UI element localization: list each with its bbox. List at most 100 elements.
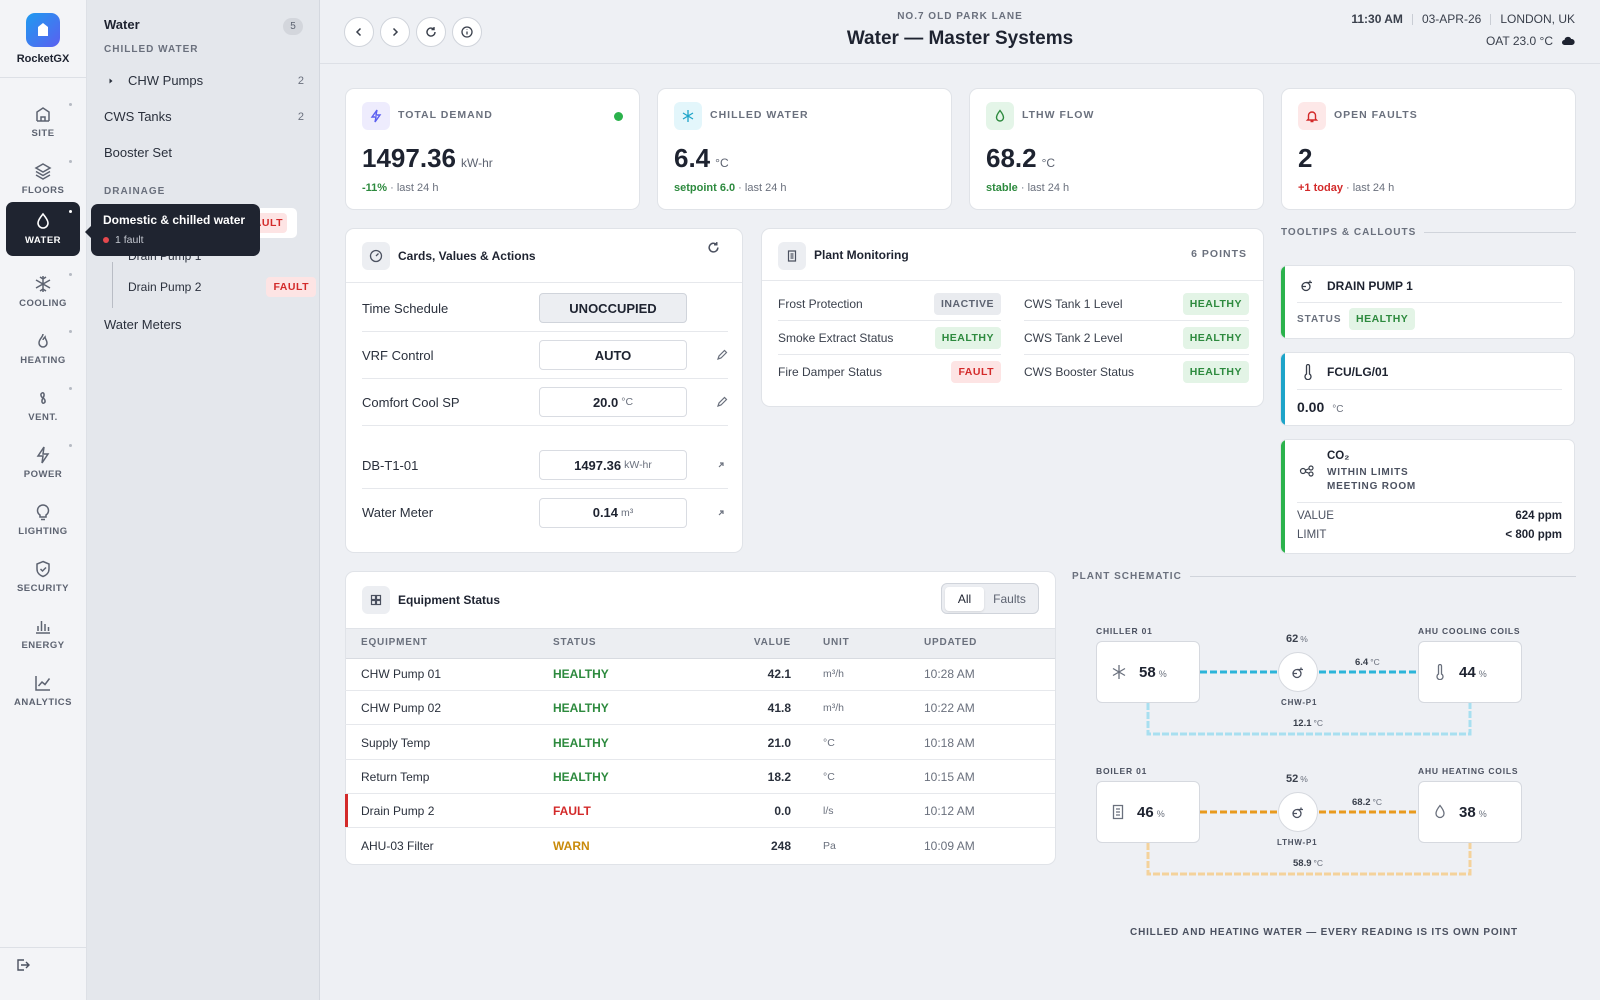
comfort-cool-value[interactable]: 20.0 °C (539, 387, 687, 417)
rail-item-water[interactable]: WATER (6, 202, 80, 256)
kpi-foot: · last 24 h (1342, 182, 1395, 194)
filter-all-button[interactable]: All (945, 586, 984, 611)
kpi-card-total-demand[interactable]: TOTAL DEMAND 1497.36 kW-hr -11% · last 24… (345, 88, 640, 210)
section-title-schematic: PLANT SCHEMATIC (1072, 571, 1576, 582)
subnav-item-booster[interactable]: Booster Set (104, 145, 304, 160)
rail-item-security[interactable]: SECURITY (6, 550, 80, 604)
callout-co2[interactable]: CO₂ WITHIN LIMITS MEETING ROOM VALUE 624… (1280, 439, 1575, 554)
table-row[interactable]: Supply Temp HEALTHY 21.0 °C 10:18 AM (345, 726, 1055, 760)
subnav-title: Water (104, 17, 140, 32)
kpi-unit: kW-hr (460, 156, 493, 170)
rail-item-lighting[interactable]: LIGHTING (6, 493, 80, 547)
equipment-name: CHW Pump 01 (361, 667, 442, 681)
rail-item-analytics[interactable]: ANALYTICS (6, 664, 80, 718)
edit-button[interactable] (716, 396, 728, 408)
kpi-card-lthw-flow[interactable]: LTHW FLOW 68.2 °C stable · last 24 h (969, 88, 1264, 210)
db-t1-01-value[interactable]: 1497.36 kW-hr (539, 450, 687, 480)
chw-flow-temp: 6.4 °C (1355, 657, 1380, 668)
flame-icon (38, 333, 48, 348)
column-header[interactable]: EQUIPMENT (361, 637, 428, 648)
subnav-item-cws-tanks[interactable]: CWS Tanks 2 (104, 109, 304, 124)
column-header[interactable]: VALUE (753, 637, 791, 648)
column-header[interactable]: STATUS (553, 637, 597, 648)
subnav-item-chw-pumps[interactable]: CHW Pumps 2 (104, 73, 304, 88)
column-header[interactable]: UNIT (823, 637, 850, 648)
callout-drain-pump-1[interactable]: DRAIN PUMP 1 STATUS HEALTHY (1280, 265, 1575, 339)
rail-item-cooling[interactable]: COOLING (6, 265, 80, 319)
rail-label: LIGHTING (18, 526, 68, 537)
kpi-card-chilled-water[interactable]: CHILLED WATER 6.4 °C setpoint 6.0 · last … (657, 88, 952, 210)
outside-temp: OAT 23.0 °C (1486, 34, 1575, 48)
chw-p1-pump[interactable] (1278, 652, 1318, 692)
plant-row[interactable]: CWS Booster Status HEALTHY (1024, 355, 1249, 389)
plant-row[interactable]: Frost Protection INACTIVE (778, 287, 1001, 321)
pencil-icon (717, 396, 728, 407)
rail-item-floors[interactable]: FLOORS (6, 152, 80, 206)
snowflake-icon (35, 276, 51, 292)
logout-button[interactable] (0, 947, 87, 1000)
info-button[interactable] (452, 17, 482, 47)
rail-item-energy[interactable]: ENERGY (6, 607, 80, 661)
subnav-item-water-meters[interactable]: Water Meters (104, 317, 304, 332)
temp-value: 58.9 (1293, 858, 1312, 869)
rail-item-site[interactable]: SITE (6, 95, 80, 149)
pump-icon (1292, 807, 1303, 819)
kpi-card-open-faults[interactable]: OPEN FAULTS 2 +1 today · last 24 h (1281, 88, 1576, 210)
pump-unit: % (1300, 774, 1308, 784)
refresh-button[interactable] (416, 17, 446, 47)
ahu-heating-node[interactable]: 38% (1418, 781, 1522, 843)
plant-row[interactable]: Fire Damper Status FAULT (778, 355, 1001, 389)
droplet-icon (986, 102, 1014, 130)
chiller-01-node[interactable]: 58% (1096, 641, 1200, 703)
subnav-item-drain-pump-2[interactable]: Drain Pump 2 FAULT (128, 277, 316, 297)
kpi-unit: °C (715, 156, 729, 170)
callout-fcu-lg-01[interactable]: FCU/LG/01 0.00 °C (1280, 352, 1575, 426)
water-meter-value[interactable]: 0.14 m³ (539, 497, 687, 528)
equipment-name: CHW Pump 02 (361, 701, 442, 716)
node-unit: % (1156, 808, 1165, 819)
table-row[interactable]: Drain Pump 2 FAULT 0.0 l/s 10:12 AM (345, 794, 1055, 829)
open-link-button[interactable] (716, 508, 726, 518)
equipment-name: Drain Pump 2 (361, 804, 435, 819)
rail-item-vent[interactable]: VENT. (6, 379, 80, 433)
rail-item-heating[interactable]: HEATING (6, 322, 80, 376)
value-label: Water Meter (362, 505, 434, 520)
kpi-delta: setpoint 6.0 (674, 182, 736, 194)
lthw-p1-pump[interactable] (1278, 792, 1318, 832)
equipment-status: FAULT (553, 804, 591, 819)
rail-item-power[interactable]: POWER (6, 436, 80, 490)
section-title-callouts: TOOLTIPS & CALLOUTS (1281, 227, 1576, 238)
time-schedule-value[interactable]: UNOCCUPIED (539, 293, 687, 323)
plant-row[interactable]: Smoke Extract Status HEALTHY (778, 321, 1001, 355)
equipment-status-panel: Equipment Status (345, 571, 1056, 865)
snowflake-icon (674, 102, 702, 130)
vrf-control-value[interactable]: AUTO (539, 340, 687, 370)
rail-label: VENT. (28, 412, 58, 423)
live-status-dot (614, 112, 623, 121)
ahu-cooling-node[interactable]: 44% (1418, 641, 1522, 703)
equipment-name: Supply Temp (361, 735, 431, 750)
filter-faults-button[interactable]: Faults (993, 591, 1026, 606)
refresh-panel-button[interactable] (707, 241, 720, 254)
section-header-chilled: CHILLED WATER (104, 44, 199, 55)
back-button[interactable] (344, 17, 374, 47)
thermometer-icon (1304, 364, 1312, 380)
plant-row[interactable]: CWS Tank 2 Level HEALTHY (1024, 321, 1249, 355)
kpi-value: 1497.36 (362, 143, 456, 173)
table-row[interactable]: Return Temp HEALTHY 18.2 °C 10:15 AM (345, 760, 1055, 794)
table-row[interactable]: AHU-03 Filter WARN 248 Pa 10:09 AM (345, 829, 1055, 863)
boiler-01-node[interactable]: 46% (1096, 781, 1200, 843)
edit-button[interactable] (716, 349, 728, 361)
fault-tag: FAULT (266, 277, 316, 297)
forward-button[interactable] (380, 17, 410, 47)
kpi-label: TOTAL DEMAND (398, 109, 493, 121)
open-link-button[interactable] (716, 460, 726, 470)
equipment-updated: 10:09 AM (924, 838, 975, 853)
column-header[interactable]: UPDATED (924, 637, 978, 648)
table-row[interactable]: CHW Pump 02 HEALTHY 41.8 m³/h 10:22 AM (345, 691, 1055, 726)
plant-row[interactable]: CWS Tank 1 Level HEALTHY (1024, 287, 1249, 321)
main-nav-rail: RocketGX SITE FLOORS WATER COOLING HEATI… (0, 0, 87, 1000)
rocket-logo-icon[interactable] (26, 12, 60, 47)
fault-indicator (345, 794, 348, 828)
table-row[interactable]: CHW Pump 01 HEALTHY 42.1 m³/h 10:28 AM (345, 657, 1055, 691)
